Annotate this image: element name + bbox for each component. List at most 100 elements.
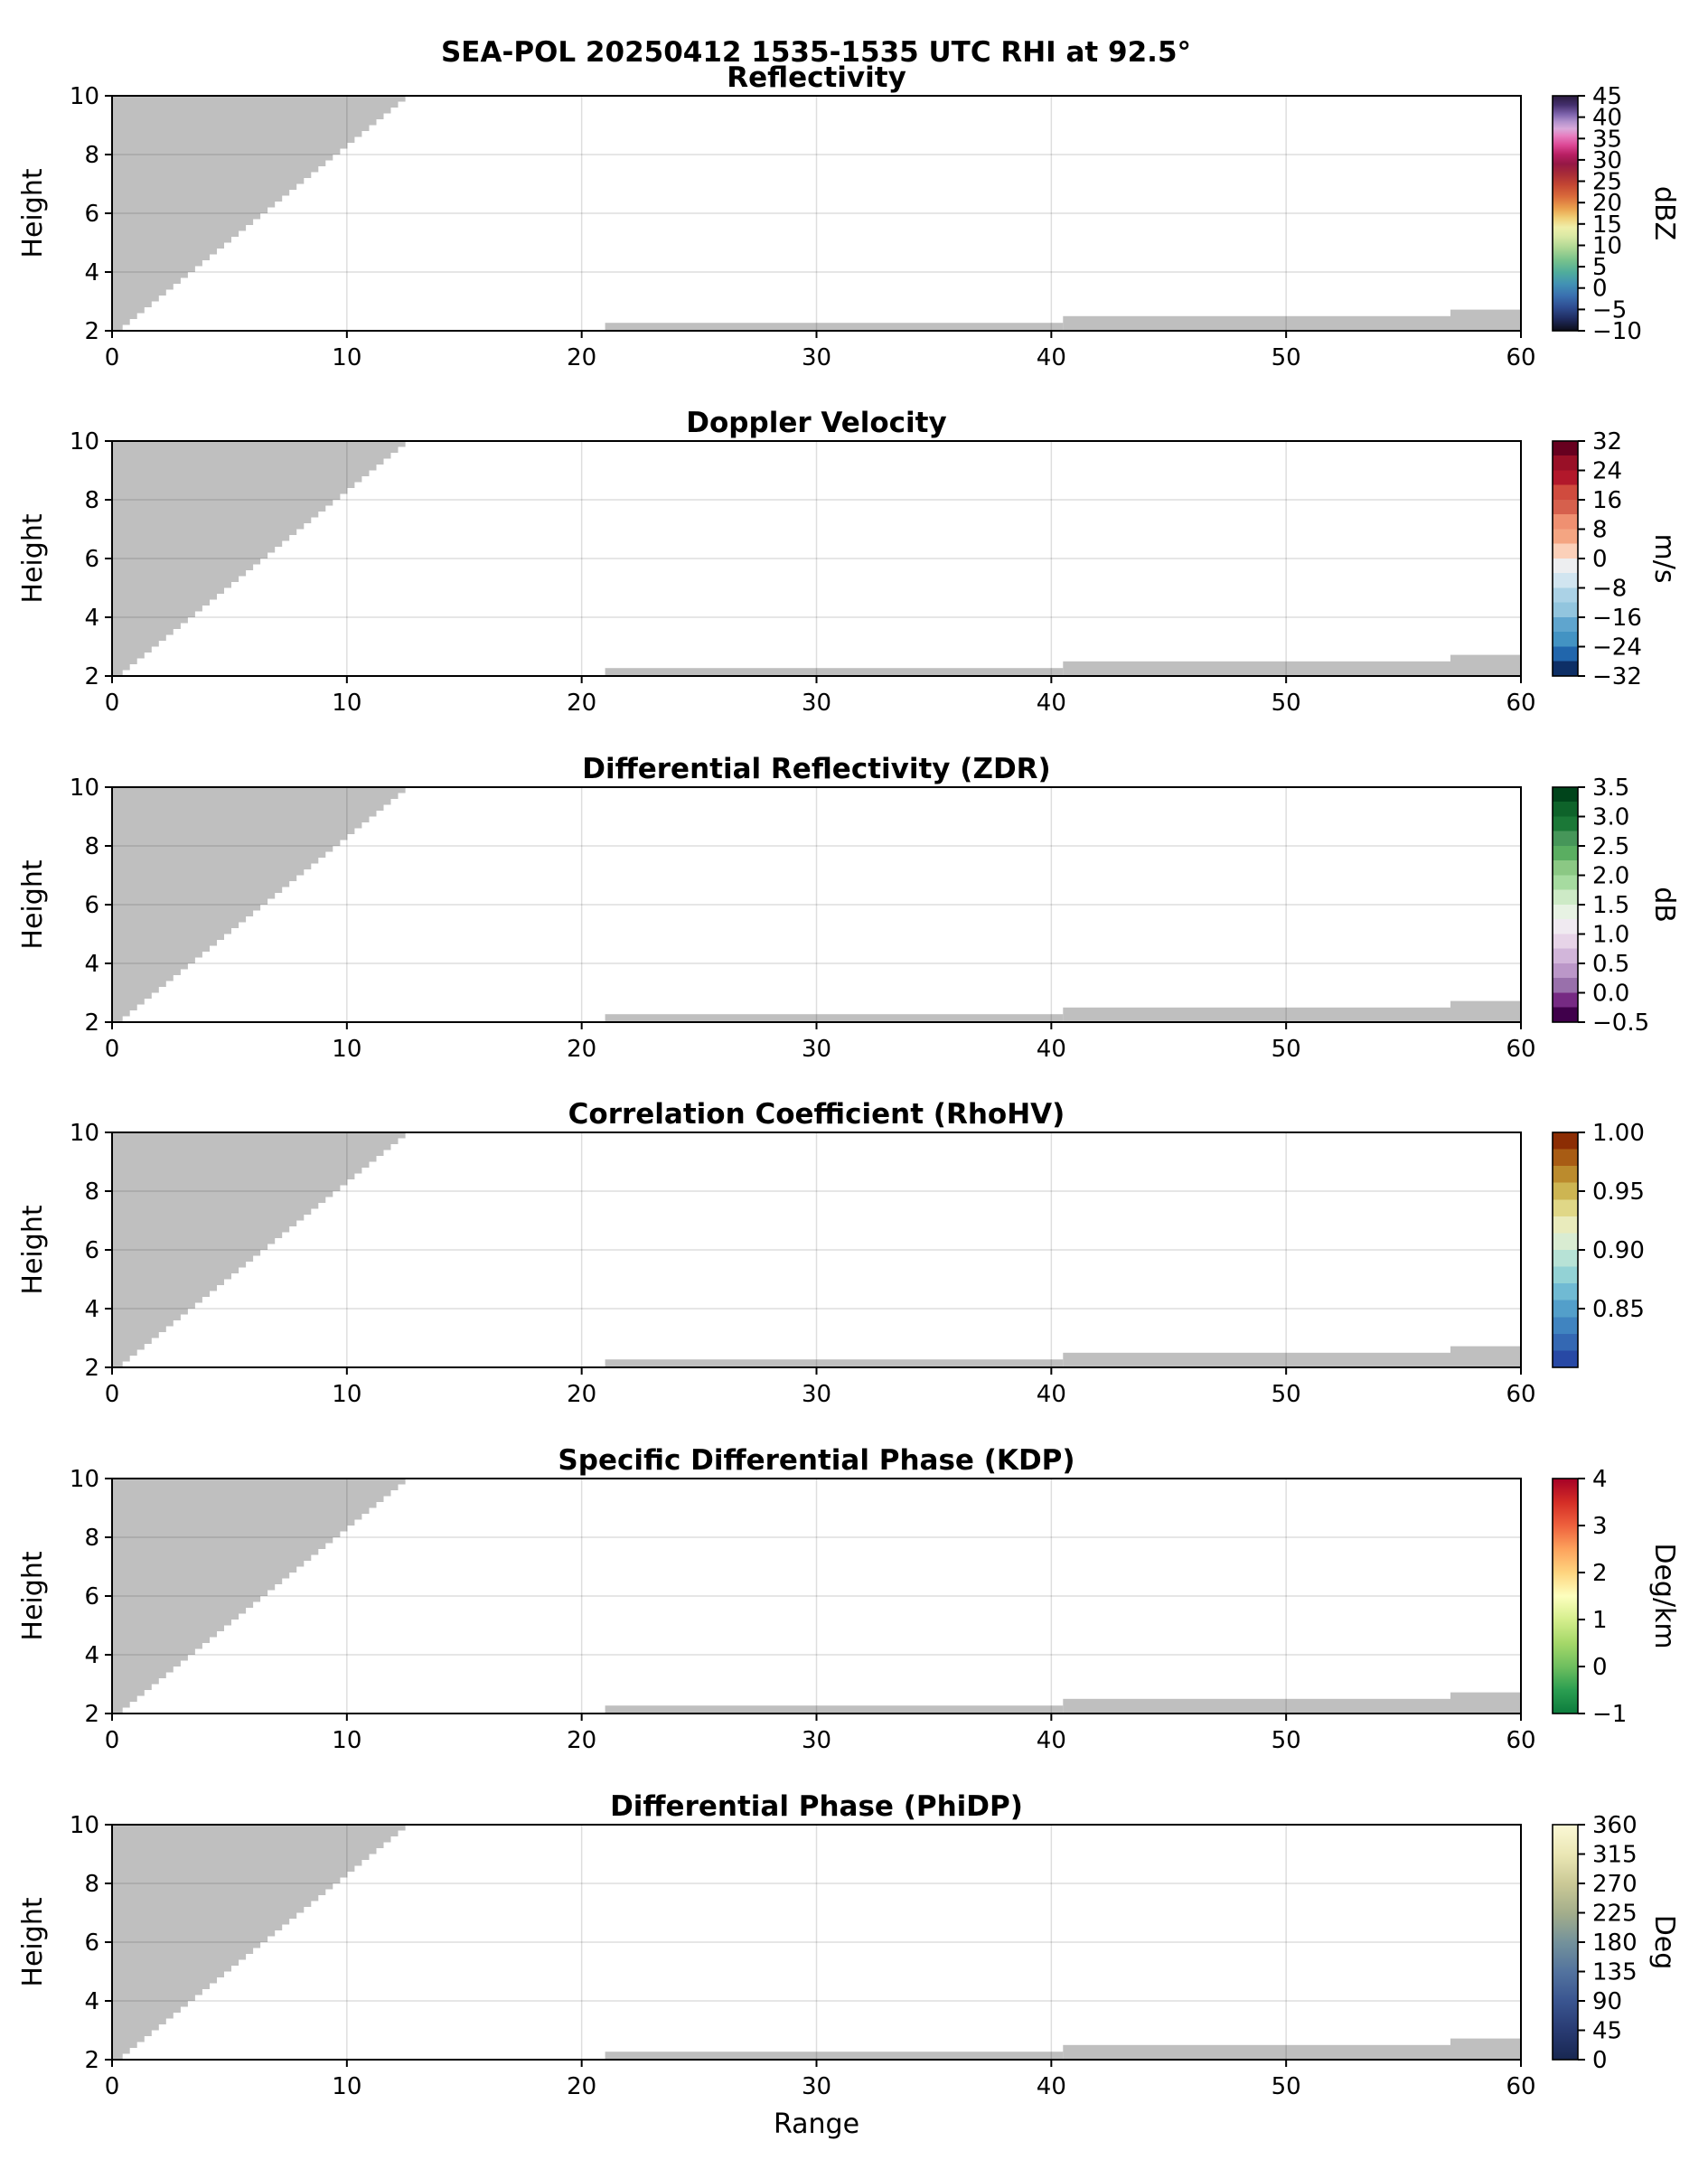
colorbar-tick-label: 1 (1592, 1607, 1608, 1634)
x-tick-label: 40 (1037, 1727, 1066, 1754)
y-tick-label: 2 (84, 663, 99, 690)
y-tick-label: 2 (84, 1355, 99, 1382)
x-tick-label: 0 (105, 690, 120, 717)
y-tick-label: 4 (84, 1296, 99, 1323)
x-tick-label: 50 (1272, 690, 1301, 717)
colorbar-tick-label: −0.5 (1592, 1009, 1649, 1037)
gridlines (112, 1479, 1521, 1714)
colorbar-tick-label: 16 (1592, 487, 1622, 514)
colorbar-tick-label: 0.85 (1592, 1296, 1645, 1323)
axis-ticks (105, 440, 1522, 683)
colorbar-tick-label: 40 (1592, 105, 1622, 132)
x-tick-label: 30 (802, 1727, 831, 1754)
colorbar-tick-label: 0 (1592, 1654, 1608, 1681)
no-data-strip (1450, 1346, 1521, 1367)
colorbar-ticks (1578, 1478, 1585, 1714)
panel-title: Reflectivity (727, 61, 906, 94)
colorbar-unit-label: Deg (1648, 1915, 1680, 1970)
colorbar (1552, 786, 1579, 1023)
colorbar-tick-label: 315 (1592, 1842, 1638, 1869)
colorbar-tick-label: 180 (1592, 1930, 1638, 1957)
panel-title: Differential Phase (PhiDP) (610, 1790, 1023, 1823)
x-tick-label: 40 (1037, 2073, 1066, 2100)
y-tick-label: 4 (84, 1988, 99, 2015)
no-data-strip (1063, 315, 1450, 332)
x-tick-label: 20 (567, 1036, 596, 1063)
colorbar-tick-label: 10 (1592, 233, 1622, 260)
x-tick-label: 30 (802, 1381, 831, 1408)
no-data-wedge (112, 787, 413, 1022)
colorbar-tick-label: 8 (1592, 517, 1608, 544)
colorbar-tick-label: 45 (1592, 2018, 1622, 2045)
no-data-strip (1063, 1698, 1450, 1714)
no-data-strip (1450, 309, 1521, 331)
colorbar-ticks (1578, 95, 1585, 332)
no-data-strip (1063, 1352, 1450, 1368)
x-tick-label: 60 (1506, 690, 1535, 717)
y-tick-label: 6 (84, 1930, 99, 1957)
no-data-strip (1450, 654, 1521, 676)
no-data-wedge (112, 1479, 413, 1714)
no-data-strip (1450, 2038, 1521, 2060)
colorbar-tick-label: 2.0 (1592, 863, 1629, 890)
gridlines (112, 96, 1521, 331)
y-axis-label: Height (17, 168, 49, 258)
axis-ticks (105, 1478, 1522, 1721)
y-tick-label: 8 (84, 1871, 99, 1898)
y-tick-label: 10 (70, 775, 99, 802)
y-tick-label: 4 (84, 1642, 99, 1669)
colorbar-tick-label: 1.00 (1592, 1120, 1645, 1147)
x-tick-label: 50 (1272, 344, 1301, 371)
y-tick-label: 2 (84, 1009, 99, 1037)
y-tick-label: 8 (84, 833, 99, 860)
x-tick-label: 20 (567, 690, 596, 717)
colorbar-tick-label: 5 (1592, 254, 1608, 281)
y-axis-label: Height (17, 1205, 49, 1294)
no-data-wedge (112, 1825, 413, 2060)
x-tick-label: 20 (567, 344, 596, 371)
no-data-strip (605, 323, 1064, 331)
x-tick-label: 0 (105, 1036, 120, 1063)
colorbar-unit-label: dBZ (1648, 186, 1680, 240)
colorbar-tick-label: −32 (1592, 663, 1642, 690)
x-axis-label: Range (774, 2108, 859, 2140)
y-tick-label: 4 (84, 605, 99, 632)
colorbar-tick-label: 0.5 (1592, 951, 1629, 978)
panel-title: Differential Reflectivity (ZDR) (582, 753, 1050, 785)
panel-differential-reflectivity-zdr: Differential Reflectivity (ZDR)0 10 20 30 40… (17, 753, 1680, 1063)
no-data-strip (605, 1359, 1064, 1367)
y-tick-label: 10 (70, 1466, 99, 1493)
y-tick-label: 8 (84, 142, 99, 169)
x-tick-label: 40 (1037, 690, 1066, 717)
y-tick-label: 4 (84, 951, 99, 978)
colorbar-ticks (1578, 786, 1585, 1023)
colorbar-unit-label: dB (1648, 887, 1680, 923)
x-tick-label: 10 (332, 2073, 361, 2100)
colorbar-tick-label: 0 (1592, 276, 1608, 303)
y-tick-label: 8 (84, 1525, 99, 1552)
colorbar-tick-label: 15 (1592, 211, 1622, 239)
y-axis-label: Height (17, 1551, 49, 1640)
axis-ticks (105, 786, 1522, 1029)
panel-differential-phase-phidp: Differential Phase (PhiDP)0 10 20 30 40 50 602… (17, 1790, 1680, 2140)
colorbar-tick-label: −8 (1592, 576, 1627, 603)
colorbar-tick-label: 4 (1592, 1466, 1608, 1493)
colorbar-tick-label: 0.95 (1592, 1178, 1645, 1206)
colorbar-tick-label: 35 (1592, 126, 1622, 153)
colorbar-tick-label: 2 (1592, 1560, 1608, 1587)
no-data-strip (605, 668, 1064, 676)
colorbar-ticks (1578, 1131, 1585, 1310)
y-tick-label: 8 (84, 1178, 99, 1206)
x-tick-label: 50 (1272, 1727, 1301, 1754)
y-axis-label: Height (17, 513, 49, 603)
y-tick-label: 10 (70, 1812, 99, 1839)
axis-ticks (105, 1824, 1522, 2067)
panel-correlation-coefficient-rhohv: Correlation Coefficient (RhoHV)0 10 20 30 40… (17, 1098, 1645, 1408)
colorbar (1552, 95, 1579, 332)
x-tick-label: 0 (105, 1381, 120, 1408)
x-tick-label: 10 (332, 344, 361, 371)
x-tick-label: 60 (1506, 1036, 1535, 1063)
